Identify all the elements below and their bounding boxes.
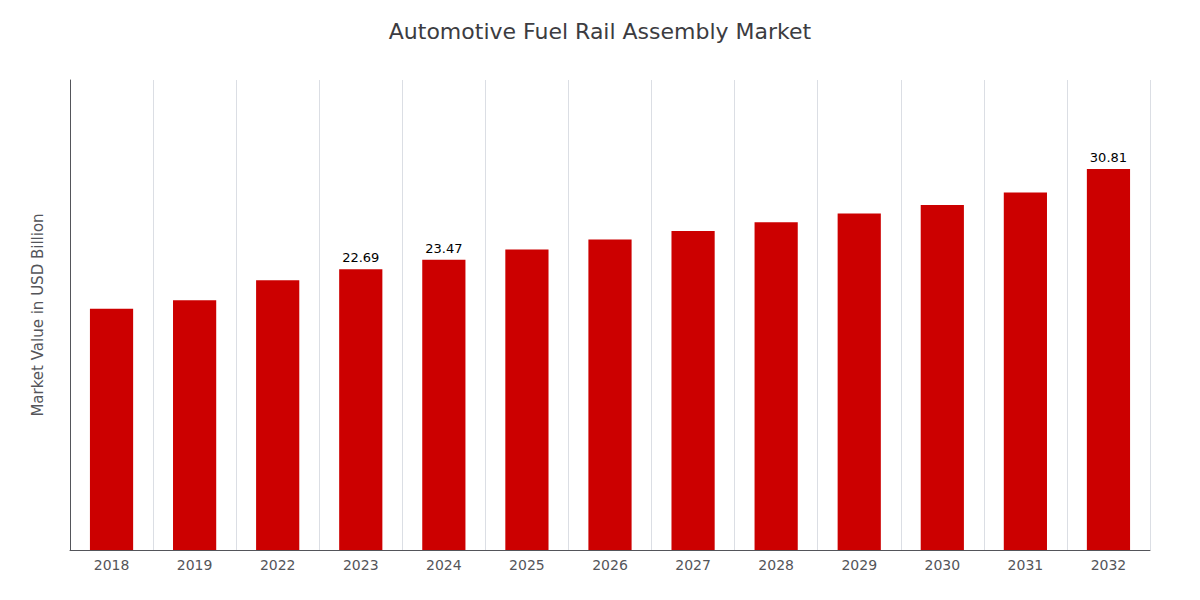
svg-text:2032: 2032	[1091, 557, 1127, 573]
svg-text:2019: 2019	[177, 557, 213, 573]
svg-text:2026: 2026	[592, 557, 628, 573]
svg-text:2018: 2018	[94, 557, 130, 573]
svg-text:Market Value in USD Billion: Market Value in USD Billion	[29, 213, 47, 416]
svg-text:2030: 2030	[924, 557, 960, 573]
svg-text:2025: 2025	[509, 557, 545, 573]
svg-text:2027: 2027	[675, 557, 711, 573]
svg-text:2023: 2023	[343, 557, 379, 573]
svg-text:23.47: 23.47	[425, 241, 462, 256]
svg-text:2031: 2031	[1008, 557, 1044, 573]
svg-text:2022: 2022	[260, 557, 296, 573]
svg-text:2024: 2024	[426, 557, 462, 573]
svg-text:22.69: 22.69	[342, 250, 379, 265]
svg-text:Automotive Fuel Rail Assembly: Automotive Fuel Rail Assembly Market	[389, 19, 812, 44]
svg-text:2028: 2028	[758, 557, 794, 573]
svg-text:2029: 2029	[841, 557, 877, 573]
svg-text:30.81: 30.81	[1090, 150, 1127, 165]
